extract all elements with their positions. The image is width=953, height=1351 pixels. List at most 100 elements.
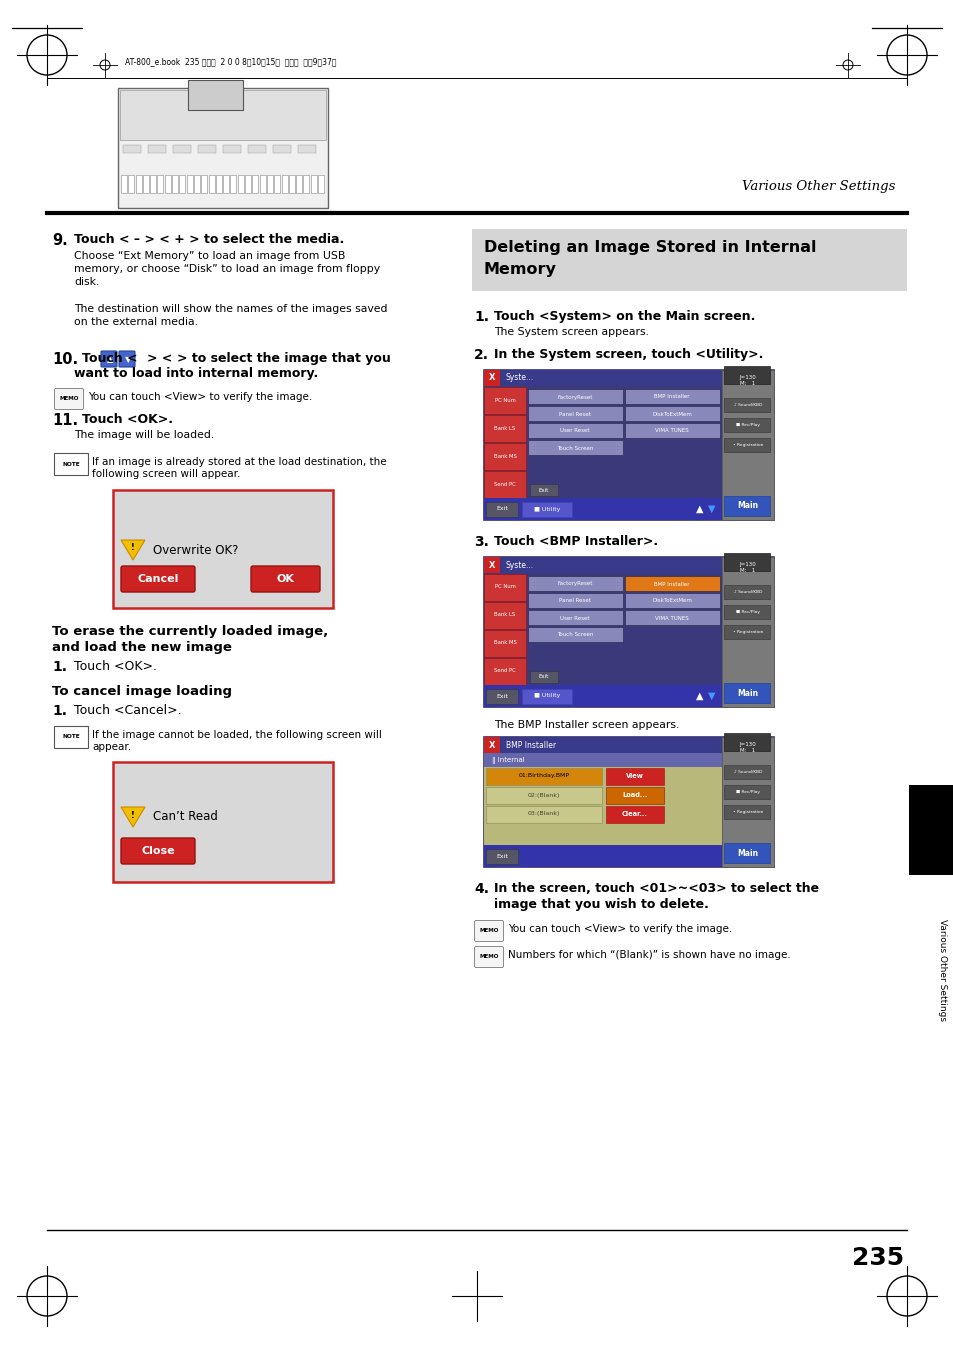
Text: X: X xyxy=(488,561,495,570)
Text: Exit: Exit xyxy=(496,854,507,858)
Bar xyxy=(157,176,163,193)
Bar xyxy=(112,762,333,882)
FancyBboxPatch shape xyxy=(121,838,194,865)
Bar xyxy=(172,145,191,153)
Text: ▲: ▲ xyxy=(107,355,113,365)
Text: • Registration: • Registration xyxy=(732,811,762,815)
Text: ▲: ▲ xyxy=(696,504,703,513)
Bar xyxy=(143,176,149,193)
Bar xyxy=(908,785,953,875)
Bar xyxy=(179,176,185,193)
Bar xyxy=(723,399,769,412)
Bar xyxy=(193,176,200,193)
Bar xyxy=(530,671,558,684)
Bar xyxy=(723,765,769,780)
Text: Touch <: Touch < xyxy=(82,353,137,365)
Bar xyxy=(198,145,215,153)
Text: Clear...: Clear... xyxy=(621,811,647,817)
FancyBboxPatch shape xyxy=(474,920,503,942)
Text: ▲: ▲ xyxy=(696,690,703,701)
Bar xyxy=(483,557,721,573)
Text: 11.: 11. xyxy=(52,413,78,428)
Bar xyxy=(624,389,720,404)
Text: You can touch <View> to verify the image.: You can touch <View> to verify the image… xyxy=(507,924,732,934)
Text: DiskToExtMem: DiskToExtMem xyxy=(652,598,691,604)
Bar xyxy=(527,611,622,626)
Text: 1.: 1. xyxy=(52,704,67,717)
FancyBboxPatch shape xyxy=(54,725,88,748)
Polygon shape xyxy=(121,540,145,561)
Bar xyxy=(483,557,499,573)
Bar xyxy=(188,80,243,109)
Text: Numbers for which “(Blank)” is shown have no image.: Numbers for which “(Blank)” is shown hav… xyxy=(507,950,790,961)
Bar xyxy=(723,585,769,598)
Text: Bank MS: Bank MS xyxy=(493,640,516,646)
Text: Send PC: Send PC xyxy=(494,481,516,486)
Bar xyxy=(485,848,517,865)
Text: ▼: ▼ xyxy=(125,355,132,365)
FancyBboxPatch shape xyxy=(251,566,319,592)
Bar xyxy=(527,440,622,455)
Bar xyxy=(483,685,721,707)
Bar xyxy=(527,576,622,590)
Bar xyxy=(273,145,291,153)
Bar xyxy=(483,738,499,753)
Bar xyxy=(165,176,171,193)
Bar xyxy=(135,176,141,193)
Text: ▼: ▼ xyxy=(707,690,715,701)
Text: Load...: Load... xyxy=(621,792,647,798)
Bar xyxy=(723,496,769,516)
Text: Panel Reset: Panel Reset xyxy=(558,412,590,416)
Text: Touch <System> on the Main screen.: Touch <System> on the Main screen. xyxy=(494,309,755,323)
Bar xyxy=(483,738,721,753)
Bar xyxy=(123,145,141,153)
Bar xyxy=(605,767,663,785)
Text: Bank LS: Bank LS xyxy=(494,612,515,617)
Text: J=130
M:   1: J=130 M: 1 xyxy=(739,742,756,754)
Bar xyxy=(259,176,266,193)
Text: MEMO: MEMO xyxy=(478,955,498,959)
Text: BMP Installer: BMP Installer xyxy=(654,394,689,400)
Bar xyxy=(483,658,525,685)
Bar xyxy=(485,689,517,704)
Bar xyxy=(172,176,178,193)
Text: ♪ Sound/KBD: ♪ Sound/KBD xyxy=(733,403,761,407)
Bar xyxy=(289,176,294,193)
Bar xyxy=(723,734,769,751)
Text: ♪ Sound/KBD: ♪ Sound/KBD xyxy=(733,770,761,774)
Text: image that you wish to delete.: image that you wish to delete. xyxy=(494,898,708,911)
Text: !: ! xyxy=(131,543,134,551)
Text: In the screen, touch <01>~<03> to select the: In the screen, touch <01>~<03> to select… xyxy=(494,882,819,894)
Text: MEMO: MEMO xyxy=(59,396,78,401)
Text: 2.: 2. xyxy=(474,349,489,362)
Bar xyxy=(483,443,525,470)
Text: !: ! xyxy=(131,811,134,820)
Text: 3.: 3. xyxy=(474,535,488,549)
Bar xyxy=(274,176,280,193)
Bar xyxy=(483,370,721,386)
Text: FactoryReset: FactoryReset xyxy=(557,581,592,586)
Bar xyxy=(624,423,720,438)
Text: Touch <OK>.: Touch <OK>. xyxy=(74,661,157,673)
Text: VIMA TUNES: VIMA TUNES xyxy=(655,616,688,620)
Bar xyxy=(723,417,769,432)
Bar xyxy=(223,176,229,193)
Text: Exit: Exit xyxy=(538,488,549,493)
Bar xyxy=(483,499,721,520)
Bar xyxy=(530,484,558,496)
Bar xyxy=(311,176,316,193)
Bar xyxy=(521,689,572,704)
Polygon shape xyxy=(121,807,145,827)
Text: X: X xyxy=(488,740,495,750)
Text: User Reset: User Reset xyxy=(559,616,589,620)
Bar xyxy=(485,503,517,517)
Text: VIMA TUNES: VIMA TUNES xyxy=(655,428,688,434)
Bar xyxy=(267,176,273,193)
Bar xyxy=(723,553,769,571)
Bar xyxy=(483,603,525,630)
Text: Touch <Cancel>.: Touch <Cancel>. xyxy=(74,704,181,717)
Text: To erase the currently loaded image,: To erase the currently loaded image, xyxy=(52,626,328,638)
Bar xyxy=(148,145,166,153)
Text: ♪ Sound/KBD: ♪ Sound/KBD xyxy=(733,590,761,594)
Bar xyxy=(483,574,525,601)
